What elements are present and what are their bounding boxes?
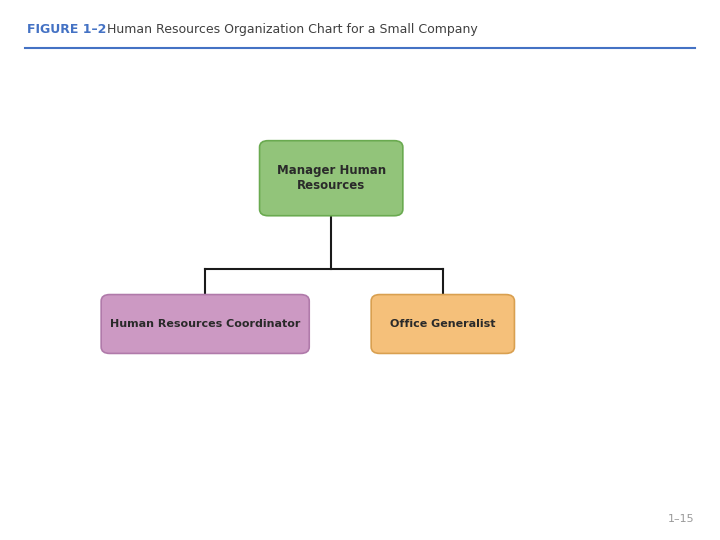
Text: Human Resources Coordinator: Human Resources Coordinator <box>110 319 300 329</box>
Text: Office Generalist: Office Generalist <box>390 319 495 329</box>
Text: 1–15: 1–15 <box>668 515 695 524</box>
FancyBboxPatch shape <box>372 295 514 353</box>
Text: Human Resources Organization Chart for a Small Company: Human Resources Organization Chart for a… <box>107 23 477 36</box>
Text: Manager Human
Resources: Manager Human Resources <box>276 164 386 192</box>
FancyBboxPatch shape <box>260 140 403 215</box>
Text: FIGURE 1–2: FIGURE 1–2 <box>27 23 107 36</box>
FancyBboxPatch shape <box>101 295 310 353</box>
